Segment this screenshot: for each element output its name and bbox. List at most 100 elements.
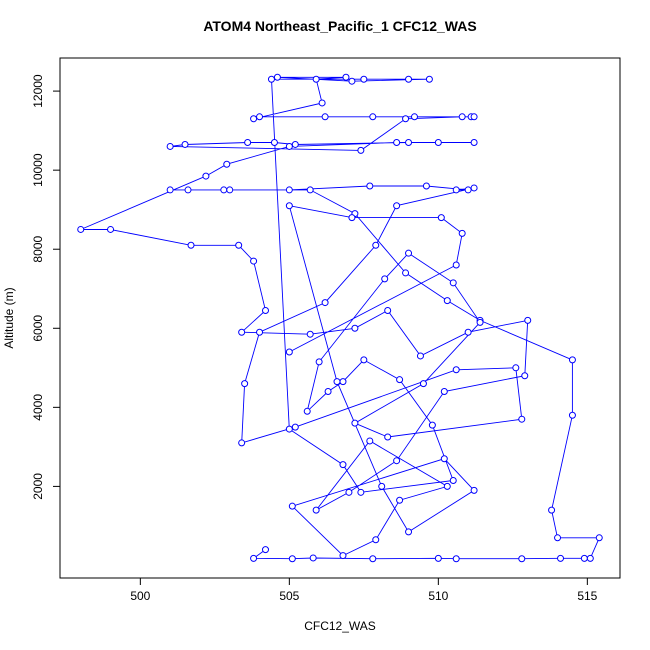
data-point [396, 496, 404, 504]
data-point [470, 486, 478, 494]
data-point [452, 261, 460, 269]
data-point [437, 214, 445, 222]
data-point [306, 330, 314, 338]
data-point [470, 113, 478, 121]
y-axis-label: Altitude (m) [2, 287, 16, 348]
data-point [220, 186, 228, 194]
data-point [285, 348, 293, 356]
data-point [291, 140, 299, 148]
data-point [321, 299, 329, 307]
data-point [476, 318, 484, 326]
data-point [303, 407, 311, 415]
data-point [357, 146, 365, 154]
data-point [351, 324, 359, 332]
y-tick-label: 12000 [31, 74, 45, 108]
data-point [366, 182, 374, 190]
data-point [345, 488, 353, 496]
data-point [250, 554, 258, 562]
data-point [464, 328, 472, 336]
data-point [554, 534, 562, 542]
data-point [378, 482, 386, 490]
data-point [273, 73, 281, 81]
data-point [452, 555, 460, 563]
data-point [372, 536, 380, 544]
y-tick-label: 6000 [31, 315, 45, 342]
data-point [285, 186, 293, 194]
data-point [449, 476, 457, 484]
data-point [458, 229, 466, 237]
data-point [360, 356, 368, 364]
data-point [524, 316, 532, 324]
data-point [402, 269, 410, 277]
data-point [443, 297, 451, 305]
data-point [333, 378, 341, 386]
data-point [396, 376, 404, 384]
data-point [416, 352, 424, 360]
data-point [369, 555, 377, 563]
data-point [181, 140, 189, 148]
data-point [267, 75, 275, 83]
data-point [410, 113, 418, 121]
data-point [366, 437, 374, 445]
data-point [166, 186, 174, 194]
data-point [449, 279, 457, 287]
x-tick-label: 500 [130, 589, 150, 603]
data-point [452, 366, 460, 374]
data-point [241, 380, 249, 388]
x-tick-label: 505 [279, 589, 299, 603]
data-point [288, 502, 296, 510]
data-point [452, 186, 460, 194]
data-point [357, 488, 365, 496]
data-point [470, 184, 478, 192]
data-point [369, 113, 377, 121]
data-point [312, 75, 320, 83]
data-point [202, 172, 210, 180]
data-point [256, 328, 264, 336]
data-point [250, 115, 258, 123]
data-point [458, 113, 466, 121]
y-tick-label: 8000 [31, 236, 45, 263]
y-tick-label: 10000 [31, 153, 45, 187]
data-point [440, 388, 448, 396]
x-tick-label: 510 [428, 589, 448, 603]
data-point [348, 214, 356, 222]
data-point [568, 356, 576, 364]
data-point [557, 554, 565, 562]
data-point [291, 423, 299, 431]
data-point [393, 138, 401, 146]
data-point [470, 138, 478, 146]
data-point [321, 113, 329, 121]
data-point [434, 554, 442, 562]
data-point [419, 380, 427, 388]
data-point [568, 411, 576, 419]
data-point [393, 202, 401, 210]
data-point [238, 439, 246, 447]
data-point [342, 73, 350, 81]
x-tick-label: 515 [577, 589, 597, 603]
data-point [464, 186, 472, 194]
data-point [315, 358, 323, 366]
data-point [339, 378, 347, 386]
data-point [405, 249, 413, 257]
data-point [521, 372, 529, 380]
data-point [288, 555, 296, 563]
data-point [422, 182, 430, 190]
data-point [270, 138, 278, 146]
data-point [223, 160, 231, 168]
data-point [250, 257, 258, 265]
y-tick-label: 4000 [31, 394, 45, 421]
data-point [285, 425, 293, 433]
data-point [285, 202, 293, 210]
data-point [518, 555, 526, 563]
data-point [166, 142, 174, 150]
data-point [187, 241, 195, 249]
data-point [339, 461, 347, 469]
data-point [443, 482, 451, 490]
data-point [262, 306, 270, 314]
data-point [512, 364, 520, 372]
data-point [405, 75, 413, 83]
data-point [324, 388, 332, 396]
data-point [393, 457, 401, 465]
